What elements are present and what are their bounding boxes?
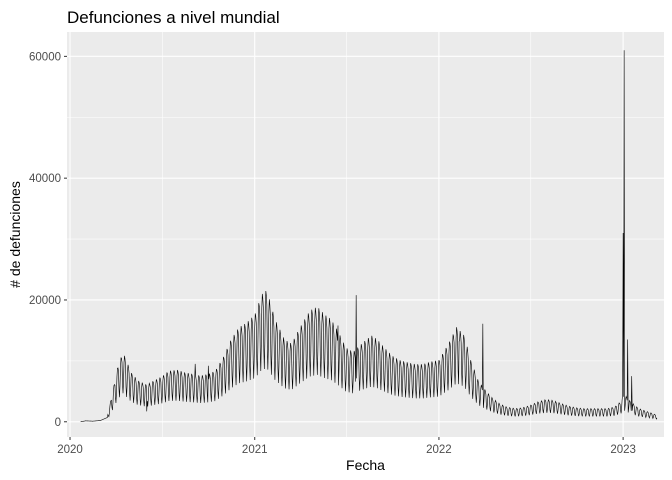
y-tick-label: 60000 — [29, 51, 61, 63]
y-tick-label: 40000 — [29, 173, 61, 185]
y-tick-label: 20000 — [29, 295, 61, 307]
y-axis-title: # de defunciones — [7, 181, 23, 288]
y-axis: 0 20000 40000 60000 — [29, 51, 67, 429]
x-tick-label: 2023 — [610, 444, 636, 456]
data-series — [80, 50, 658, 423]
x-axis: 2020 2021 2022 2023 — [57, 437, 636, 456]
x-tick-label: 2020 — [57, 444, 83, 456]
chart-title: Defunciones a nivel mundial — [67, 8, 280, 27]
x-tick-label: 2021 — [242, 444, 268, 456]
plot-panel — [67, 32, 664, 437]
x-tick-label: 2022 — [426, 444, 452, 456]
x-axis-title: Fecha — [346, 457, 385, 473]
series-line — [80, 50, 658, 423]
y-tick-label: 0 — [55, 417, 61, 429]
